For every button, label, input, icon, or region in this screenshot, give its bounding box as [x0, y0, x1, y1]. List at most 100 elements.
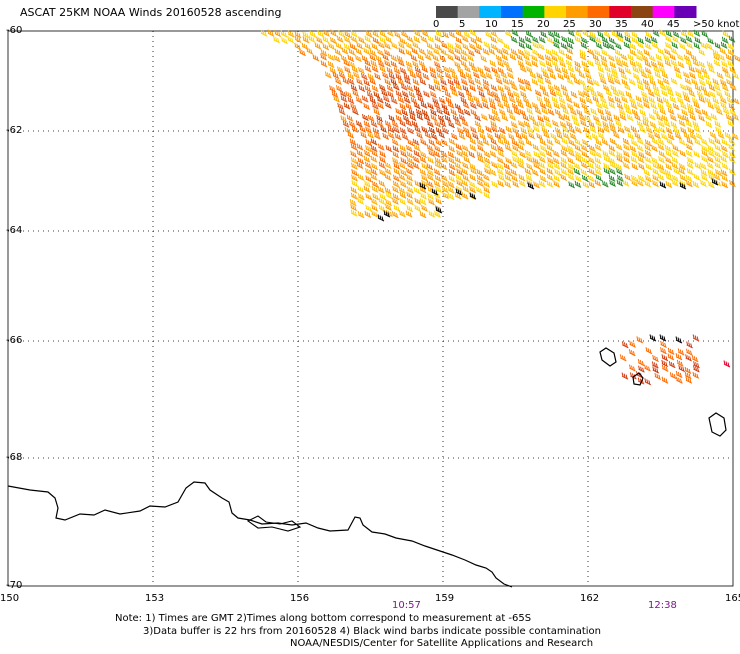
wind-barb: [642, 78, 650, 86]
wind-barb: [330, 29, 337, 37]
wind-barb: [679, 182, 687, 190]
wind-barb: [614, 55, 622, 63]
wind-barb: [700, 41, 708, 50]
wind-barb: [350, 192, 358, 200]
wind-barb: [474, 47, 481, 55]
wind-barb: [497, 150, 505, 158]
wind-barb: [343, 59, 350, 67]
colorbar-label: 45: [667, 19, 680, 30]
wind-barb: [661, 114, 669, 122]
wind-barb: [608, 43, 615, 51]
wind-barb: [323, 29, 330, 37]
wind-barb: [442, 31, 450, 39]
wind-barb: [378, 179, 386, 187]
wind-barb: [636, 120, 644, 128]
wind-barb: [451, 89, 459, 97]
wind-barb: [499, 133, 507, 141]
wind-barb: [693, 365, 700, 373]
wind-barb: [643, 49, 651, 57]
wind-barb: [369, 96, 377, 104]
wind-barb: [654, 372, 662, 380]
wind-barb: [532, 119, 540, 127]
wind-barb: [486, 89, 494, 98]
wind-barb: [524, 36, 532, 44]
wind-barb: [619, 113, 627, 121]
wind-barb: [553, 31, 561, 39]
colorbar-label: 25: [563, 19, 576, 30]
wind-barb: [595, 138, 603, 146]
wind-barb: [430, 114, 438, 122]
wind-barb: [565, 96, 573, 104]
wind-barb: [713, 173, 721, 181]
wind-barb: [440, 150, 448, 158]
wind-barb: [568, 126, 576, 134]
wind-barb: [713, 59, 721, 67]
wind-barb: [350, 143, 358, 151]
wind-barb: [684, 77, 692, 85]
wind-barb: [483, 84, 490, 92]
wind-barb: [308, 35, 316, 43]
wind-barb: [617, 35, 624, 43]
wind-barb: [589, 31, 597, 39]
wind-barb: [444, 90, 452, 98]
wind-barb: [520, 127, 528, 135]
wind-barb: [378, 161, 386, 169]
wind-barb: [406, 84, 414, 92]
wind-barb: [532, 41, 539, 49]
wind-barb: [717, 131, 725, 139]
wind-barb: [711, 178, 719, 186]
wind-barb: [657, 78, 665, 86]
wind-barb: [707, 37, 715, 45]
wind-barb: [554, 127, 562, 135]
wind-barb: [443, 65, 450, 73]
wind-barb: [427, 156, 435, 164]
wind-barb: [539, 150, 546, 158]
wind-barb: [370, 138, 378, 146]
wind-barb: [376, 119, 384, 128]
wind-barb: [406, 191, 413, 199]
lat-tick-label: -66: [6, 335, 23, 346]
wind-barb: [714, 42, 722, 50]
wind-barb: [393, 126, 400, 134]
wind-barb: [441, 138, 448, 147]
wind-barb: [536, 95, 544, 103]
wind-barb: [334, 48, 342, 56]
wind-barb: [589, 126, 597, 134]
wind-barb: [507, 71, 514, 79]
wind-barb: [667, 107, 675, 115]
wind-barb: [732, 71, 740, 80]
wind-barb: [570, 91, 578, 99]
wind-barb: [539, 101, 547, 110]
wind-barb: [314, 42, 322, 50]
wind-barb: [623, 143, 630, 151]
wind-barb: [630, 102, 638, 110]
wind-barb: [357, 157, 365, 165]
wind-barb: [412, 41, 419, 49]
wind-barb: [636, 54, 643, 62]
wind-barb: [367, 131, 375, 139]
wind-barb: [665, 101, 673, 109]
wind-barb: [575, 155, 583, 163]
wind-barb: [672, 149, 679, 158]
wind-barb: [392, 186, 399, 194]
wind-barb: [725, 114, 733, 122]
wind-barb: [398, 47, 406, 55]
wind-barb: [440, 162, 448, 170]
wind-barb: [342, 120, 350, 128]
wind-barb: [573, 119, 580, 127]
wind-barb: [635, 95, 643, 103]
wind-barb: [637, 137, 644, 145]
wind-barb: [665, 35, 672, 43]
wind-barb: [661, 89, 669, 97]
wind-barb: [415, 108, 423, 116]
wind-barb: [451, 72, 459, 80]
wind-barb: [661, 133, 668, 141]
grid-lines: [7, 30, 734, 587]
wind-barb: [721, 36, 729, 44]
wind-barb: [611, 71, 619, 79]
wind-barb: [370, 173, 378, 181]
wind-barb: [723, 360, 731, 368]
wind-barb: [461, 119, 469, 127]
wind-barb: [450, 108, 458, 116]
wind-barb: [544, 77, 552, 85]
